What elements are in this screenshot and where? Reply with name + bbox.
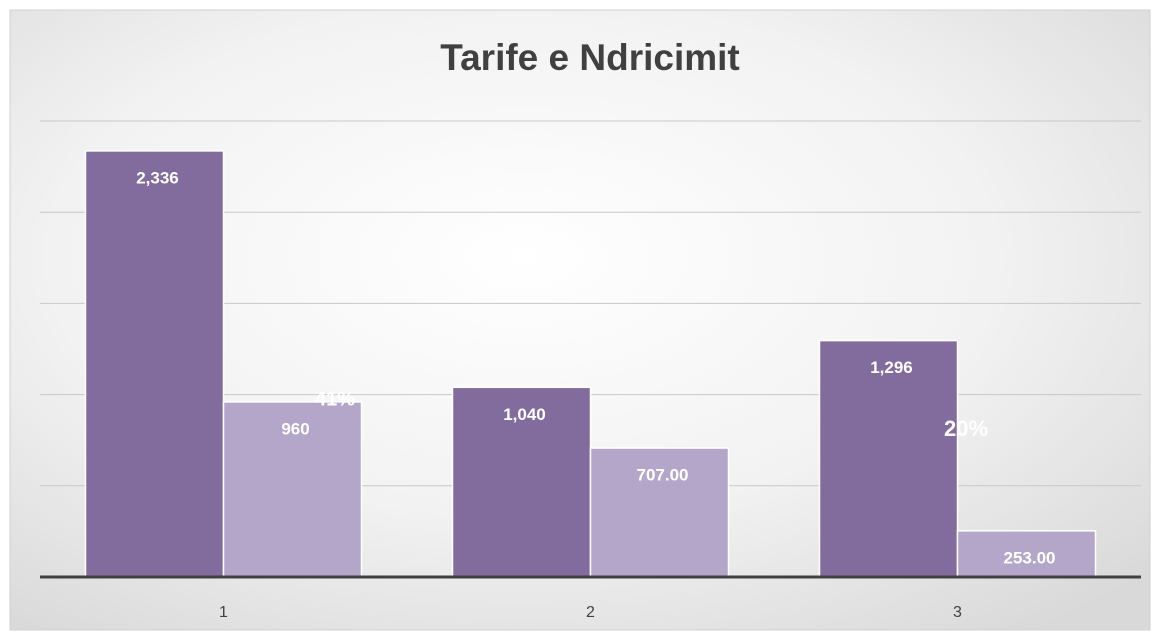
bar <box>818 339 959 578</box>
annotation: 20% <box>944 416 988 441</box>
bar <box>222 401 363 578</box>
data-label: 1,040 <box>503 405 546 424</box>
bar <box>84 150 225 578</box>
bar <box>451 386 592 578</box>
data-label: 707.00 <box>637 466 689 485</box>
data-label: 253.00 <box>1004 548 1056 567</box>
x-tick-label: 1 <box>219 604 228 621</box>
x-tick-label: 2 <box>586 604 595 621</box>
bar <box>956 530 1097 578</box>
data-label: 960 <box>281 419 309 438</box>
chart-title: Tarife e Ndricimit <box>440 37 740 78</box>
bar <box>589 447 730 578</box>
annotation: 41% <box>315 388 355 410</box>
data-label: 2,336 <box>136 168 179 187</box>
x-tick-label: 3 <box>953 604 962 621</box>
data-label: 1,296 <box>870 358 913 377</box>
